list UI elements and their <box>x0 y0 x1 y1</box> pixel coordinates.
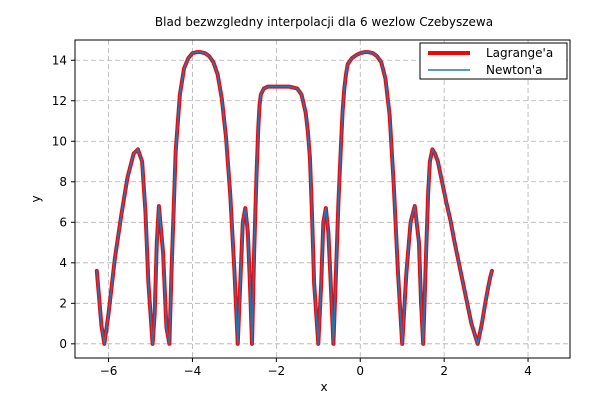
legend-label-lagrange: Lagrange'a <box>486 46 553 60</box>
y-tick-label: 4 <box>59 256 67 270</box>
y-axis-ticks: 0 2 4 6 8 10 12 14 <box>52 53 75 351</box>
series-line-lagrange <box>94 50 494 346</box>
y-tick-label: 8 <box>59 175 67 189</box>
y-tick-label: 12 <box>52 94 67 108</box>
x-tick-label: 2 <box>440 364 448 378</box>
y-axis-label: y <box>29 195 43 202</box>
chart-title: Blad bezwzgledny interpolacji dla 6 wezl… <box>155 15 493 29</box>
x-tick-label: 0 <box>356 364 364 378</box>
y-tick-label: 6 <box>59 215 67 229</box>
y-tick-label: 10 <box>52 134 67 148</box>
plot-frame <box>74 39 571 359</box>
x-tick-label: −6 <box>100 364 118 378</box>
legend: Lagrange'a Newton'a <box>419 42 568 80</box>
y-tick-label: 0 <box>59 337 67 351</box>
y-tick-label: 2 <box>59 296 67 310</box>
y-tick-label: 14 <box>52 53 67 67</box>
x-tick-label: 4 <box>524 364 532 378</box>
x-tick-label: −4 <box>184 364 202 378</box>
x-axis-ticks: −6 −4 −2 0 2 4 <box>100 358 532 378</box>
series-lines <box>94 50 494 346</box>
x-tick-label: −2 <box>268 364 286 378</box>
legend-box <box>419 42 568 80</box>
x-axis-label: x <box>320 380 327 394</box>
legend-label-newton: Newton'a <box>486 63 542 77</box>
series-line-newton <box>96 51 493 345</box>
